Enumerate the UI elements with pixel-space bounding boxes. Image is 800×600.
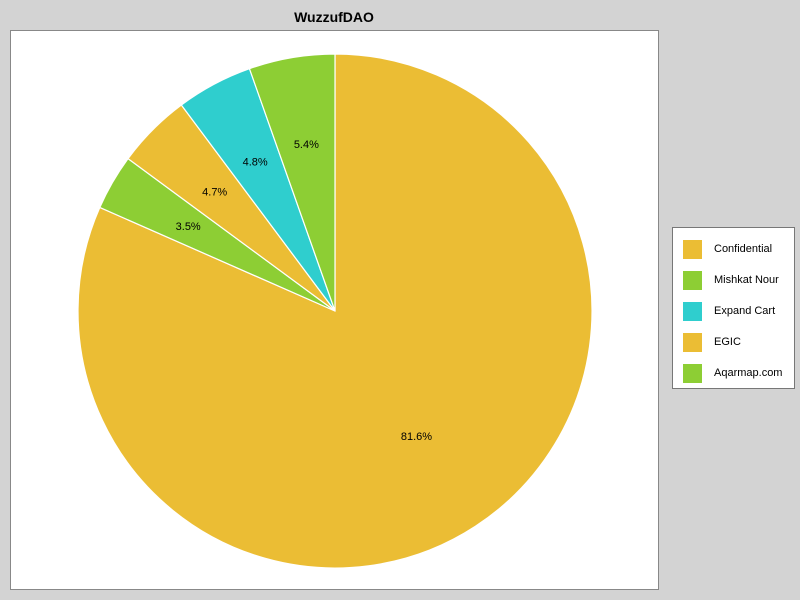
pie-slice-aqarmap-com [248, 53, 336, 312]
slice-label-aqarmap-com: 5.4% [294, 139, 319, 151]
legend-swatch [683, 240, 702, 259]
legend-item-expand-cart: Expand Cart [673, 301, 794, 332]
chart-title: WuzzufDAO [294, 9, 374, 25]
slice-label-mishkat-nour: 3.5% [176, 221, 201, 233]
legend-item-aqarmap-com: Aqarmap.com [673, 363, 794, 394]
legend-label: Confidential [714, 243, 773, 255]
legend-item-mishkat-nour: Mishkat Nour [673, 270, 794, 301]
legend-swatch [683, 364, 702, 383]
legend-item-confidential: Confidential [673, 239, 794, 270]
pie-chart: 81.6% 3.5% 4.7% 4.8% 5.4% [77, 53, 593, 569]
slice-label-confidential: 81.6% [401, 431, 432, 443]
legend-label: EGIC [714, 336, 741, 348]
plot-area: 81.6% 3.5% 4.7% 4.8% 5.4% [10, 30, 659, 590]
legend-label: Aqarmap.com [714, 367, 783, 379]
legend-label: Mishkat Nour [714, 274, 779, 286]
legend-label: Expand Cart [714, 305, 776, 317]
slice-label-expand-cart: 4.8% [243, 156, 268, 168]
legend-swatch [683, 333, 702, 352]
legend-swatch [683, 302, 702, 321]
legend-item-egic: EGIC [673, 332, 794, 363]
legend-swatch [683, 271, 702, 290]
legend: Confidential Mishkat Nour Expand Cart EGIC A… [672, 227, 795, 389]
pie-slice-confidential [77, 53, 593, 569]
slice-label-egic: 4.7% [202, 186, 227, 198]
